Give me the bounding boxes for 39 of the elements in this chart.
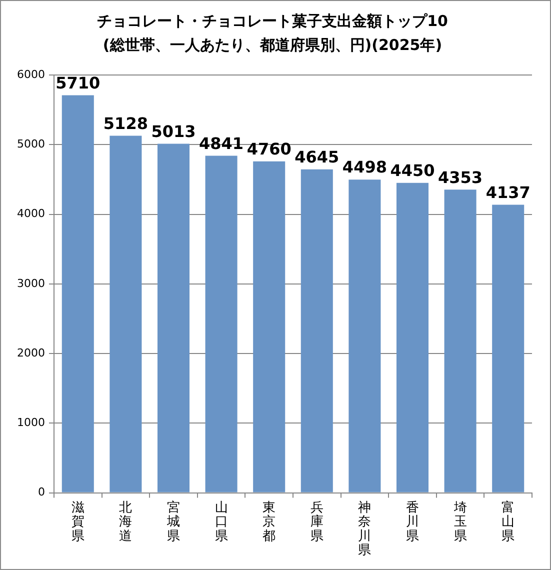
bar <box>253 161 286 492</box>
x-tick-label: 宮城県 <box>166 499 180 544</box>
bar <box>62 95 94 492</box>
data-label: 5013 <box>151 122 196 141</box>
bar <box>300 169 333 492</box>
bar <box>396 182 429 492</box>
data-label: 5128 <box>103 114 148 133</box>
y-tick-label: 5000 <box>16 137 45 150</box>
y-tick-label: 0 <box>38 486 45 499</box>
chart-subtitle: (総世帯、一人あたり、都道府県別、円)(2025年) <box>102 36 442 54</box>
y-tick-label: 1000 <box>16 416 45 430</box>
y-tick-label: 4000 <box>16 207 45 220</box>
y-tick-label: 6000 <box>16 68 45 81</box>
data-label: 4353 <box>438 168 483 187</box>
data-label: 4450 <box>390 161 435 180</box>
bar <box>157 144 190 492</box>
data-label: 4498 <box>342 158 387 177</box>
y-tick-label: 2000 <box>16 346 45 360</box>
data-label: 4137 <box>486 182 530 202</box>
x-tick-label: 北海道 <box>119 500 132 544</box>
bar <box>492 204 524 492</box>
x-tick-label: 山口県 <box>214 500 228 544</box>
bar <box>444 190 476 492</box>
x-tick-label: 富山県 <box>502 499 515 544</box>
y-tick-label: 3000 <box>16 276 45 290</box>
x-tick-label: 兵庫県 <box>310 500 324 544</box>
data-label: 4760 <box>246 140 292 158</box>
bar <box>348 180 381 492</box>
x-tick-label: 埼玉県 <box>452 500 467 544</box>
data-label: 4841 <box>199 134 244 153</box>
data-label: 5710 <box>56 73 100 92</box>
x-tick-label: 東京都 <box>262 500 276 544</box>
data-label: 4645 <box>294 148 340 167</box>
bar <box>110 136 142 492</box>
bar <box>205 156 238 492</box>
chart-title: チョコレート・チョコレート菓子支出金額トップ10 <box>97 12 448 30</box>
x-tick-label: 香川県 <box>406 500 419 544</box>
x-tick-label: 神奈川県 <box>358 500 372 558</box>
x-tick-label: 滋賀県 <box>71 500 84 544</box>
